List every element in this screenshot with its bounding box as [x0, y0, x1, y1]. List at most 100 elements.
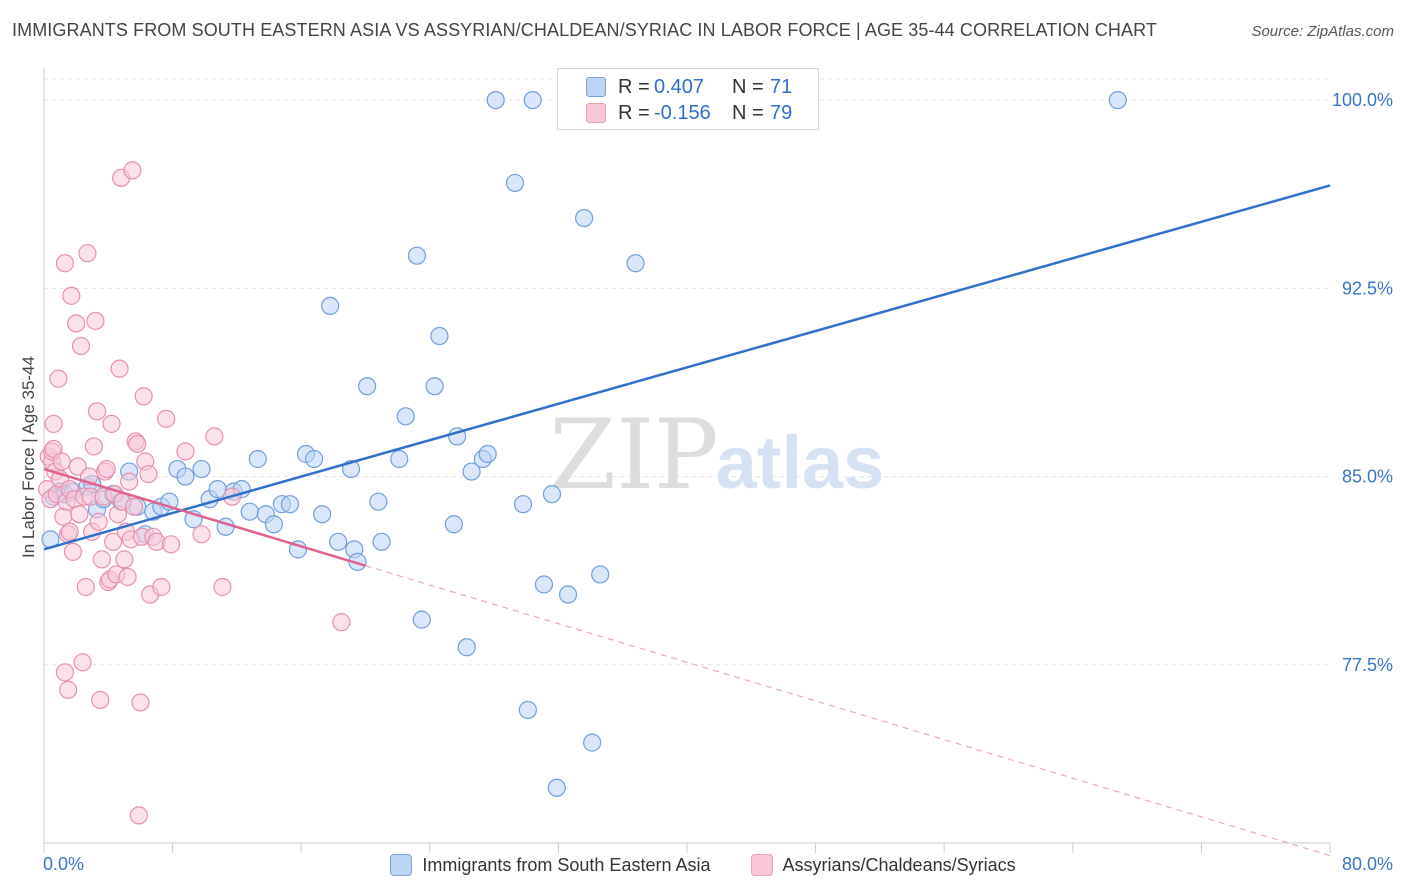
point-series2: [44, 414, 63, 433]
n-label: N =: [732, 101, 764, 124]
point-series1: [412, 610, 431, 629]
point-series1: [444, 515, 464, 534]
chart-title: IMMIGRANTS FROM SOUTH EASTERN ASIA VS AS…: [12, 20, 1157, 40]
point-series2: [134, 387, 153, 406]
point-series2: [86, 311, 105, 331]
point-series2: [152, 577, 171, 597]
point-series1: [192, 459, 211, 479]
point-series1: [329, 532, 348, 551]
r-label: R =: [618, 75, 650, 98]
point-series2: [104, 532, 123, 551]
series1-swatch: [586, 77, 606, 97]
point-series1: [358, 377, 377, 396]
trendline-series2: [43, 467, 366, 567]
point-series2: [60, 522, 79, 541]
point-series2: [128, 434, 147, 454]
x-tick-label: 0.0%: [43, 854, 84, 874]
point-series1: [430, 326, 449, 346]
watermark: ZIP atlas: [549, 399, 884, 511]
stats-box: R = 0.407 N = 71 R = -0.156 N = 79: [557, 68, 819, 130]
point-series1: [1108, 90, 1127, 110]
point-series1: [280, 495, 300, 514]
point-series1: [534, 575, 554, 594]
point-series2: [70, 505, 89, 524]
point-series2: [213, 577, 232, 597]
point-series1: [425, 377, 444, 396]
grid-lines: [44, 78, 1330, 666]
point-series2: [120, 472, 139, 491]
y-tick-label: 92.5%: [1342, 278, 1393, 298]
point-series1: [407, 246, 427, 265]
tick-labels: 77.5% 85.0% 92.5% 100.0% 0.0% 80.0%: [43, 90, 1393, 874]
point-series1: [372, 532, 391, 551]
y-tick-label: 85.0%: [1342, 467, 1393, 487]
n-value: 79: [770, 101, 793, 124]
y-tick-label: 77.5%: [1342, 655, 1393, 675]
point-series2: [161, 535, 181, 554]
point-series2: [63, 542, 83, 561]
point-series1: [583, 733, 602, 752]
point-series1: [462, 462, 481, 481]
point-series2: [55, 663, 74, 682]
point-series2: [87, 402, 107, 421]
point-series2: [131, 693, 150, 712]
source-label: Source: ZipAtlas.com: [1251, 23, 1394, 40]
point-series1: [369, 492, 388, 511]
y-tick-label: 100.0%: [1332, 90, 1393, 110]
point-series1: [264, 515, 283, 534]
point-series1: [547, 778, 566, 797]
point-series1: [575, 208, 594, 228]
point-series2: [102, 414, 121, 433]
legend: Immigrants from South Eastern Asia Assyr…: [0, 852, 1406, 878]
legend-item-series1[interactable]: Immigrants from South Eastern Asia: [390, 852, 711, 878]
stats-row-series1: R = 0.407 N = 71: [558, 74, 818, 100]
point-series2: [52, 452, 71, 471]
legend-swatch-blue: [390, 854, 413, 876]
point-series2: [332, 613, 351, 632]
trendline-series2-extension: [365, 565, 1331, 857]
point-series1: [248, 449, 267, 469]
point-series1: [523, 90, 542, 110]
series2-swatch: [586, 103, 606, 123]
n-value: 71: [770, 75, 793, 98]
point-series2: [115, 550, 134, 569]
point-series1: [457, 638, 476, 657]
trendline-series1: [43, 184, 1331, 551]
point-series2: [71, 336, 91, 356]
x-tick-label: 80.0%: [1342, 854, 1393, 874]
point-series2: [49, 369, 68, 388]
point-series2: [62, 286, 81, 305]
point-series1: [304, 449, 324, 469]
stats-row-series2: R = -0.156 N = 79: [558, 100, 818, 126]
r-value: -0.156: [654, 101, 711, 124]
point-series1: [518, 700, 537, 720]
point-series2: [157, 409, 176, 428]
data-points: [38, 90, 1127, 825]
watermark-zip: ZIP: [549, 399, 718, 511]
legend-label: Immigrants from South Eastern Asia: [422, 854, 711, 875]
point-series1: [626, 254, 645, 273]
legend-label: Assyrians/Chaldeans/Syriacs: [782, 854, 1016, 875]
legend-swatch-pink: [750, 854, 773, 876]
point-series2: [78, 244, 97, 263]
point-series1: [591, 565, 610, 584]
point-series2: [73, 653, 92, 672]
point-series1: [542, 485, 562, 504]
point-series2: [67, 314, 86, 333]
point-series2: [139, 464, 158, 484]
point-series2: [91, 690, 110, 710]
point-series2: [54, 507, 73, 526]
point-series1: [558, 585, 578, 604]
point-series1: [513, 495, 533, 514]
point-series2: [97, 459, 116, 479]
point-series1: [176, 467, 195, 486]
point-series2: [123, 161, 142, 180]
point-series2: [129, 806, 148, 825]
point-series2: [124, 497, 144, 516]
legend-item-series2[interactable]: Assyrians/Chaldeans/Syriacs: [750, 852, 1016, 878]
point-series1: [312, 505, 332, 524]
point-series1: [390, 449, 409, 469]
trend-lines: [43, 184, 1331, 857]
point-series2: [55, 254, 74, 273]
r-label: R =: [618, 101, 650, 124]
